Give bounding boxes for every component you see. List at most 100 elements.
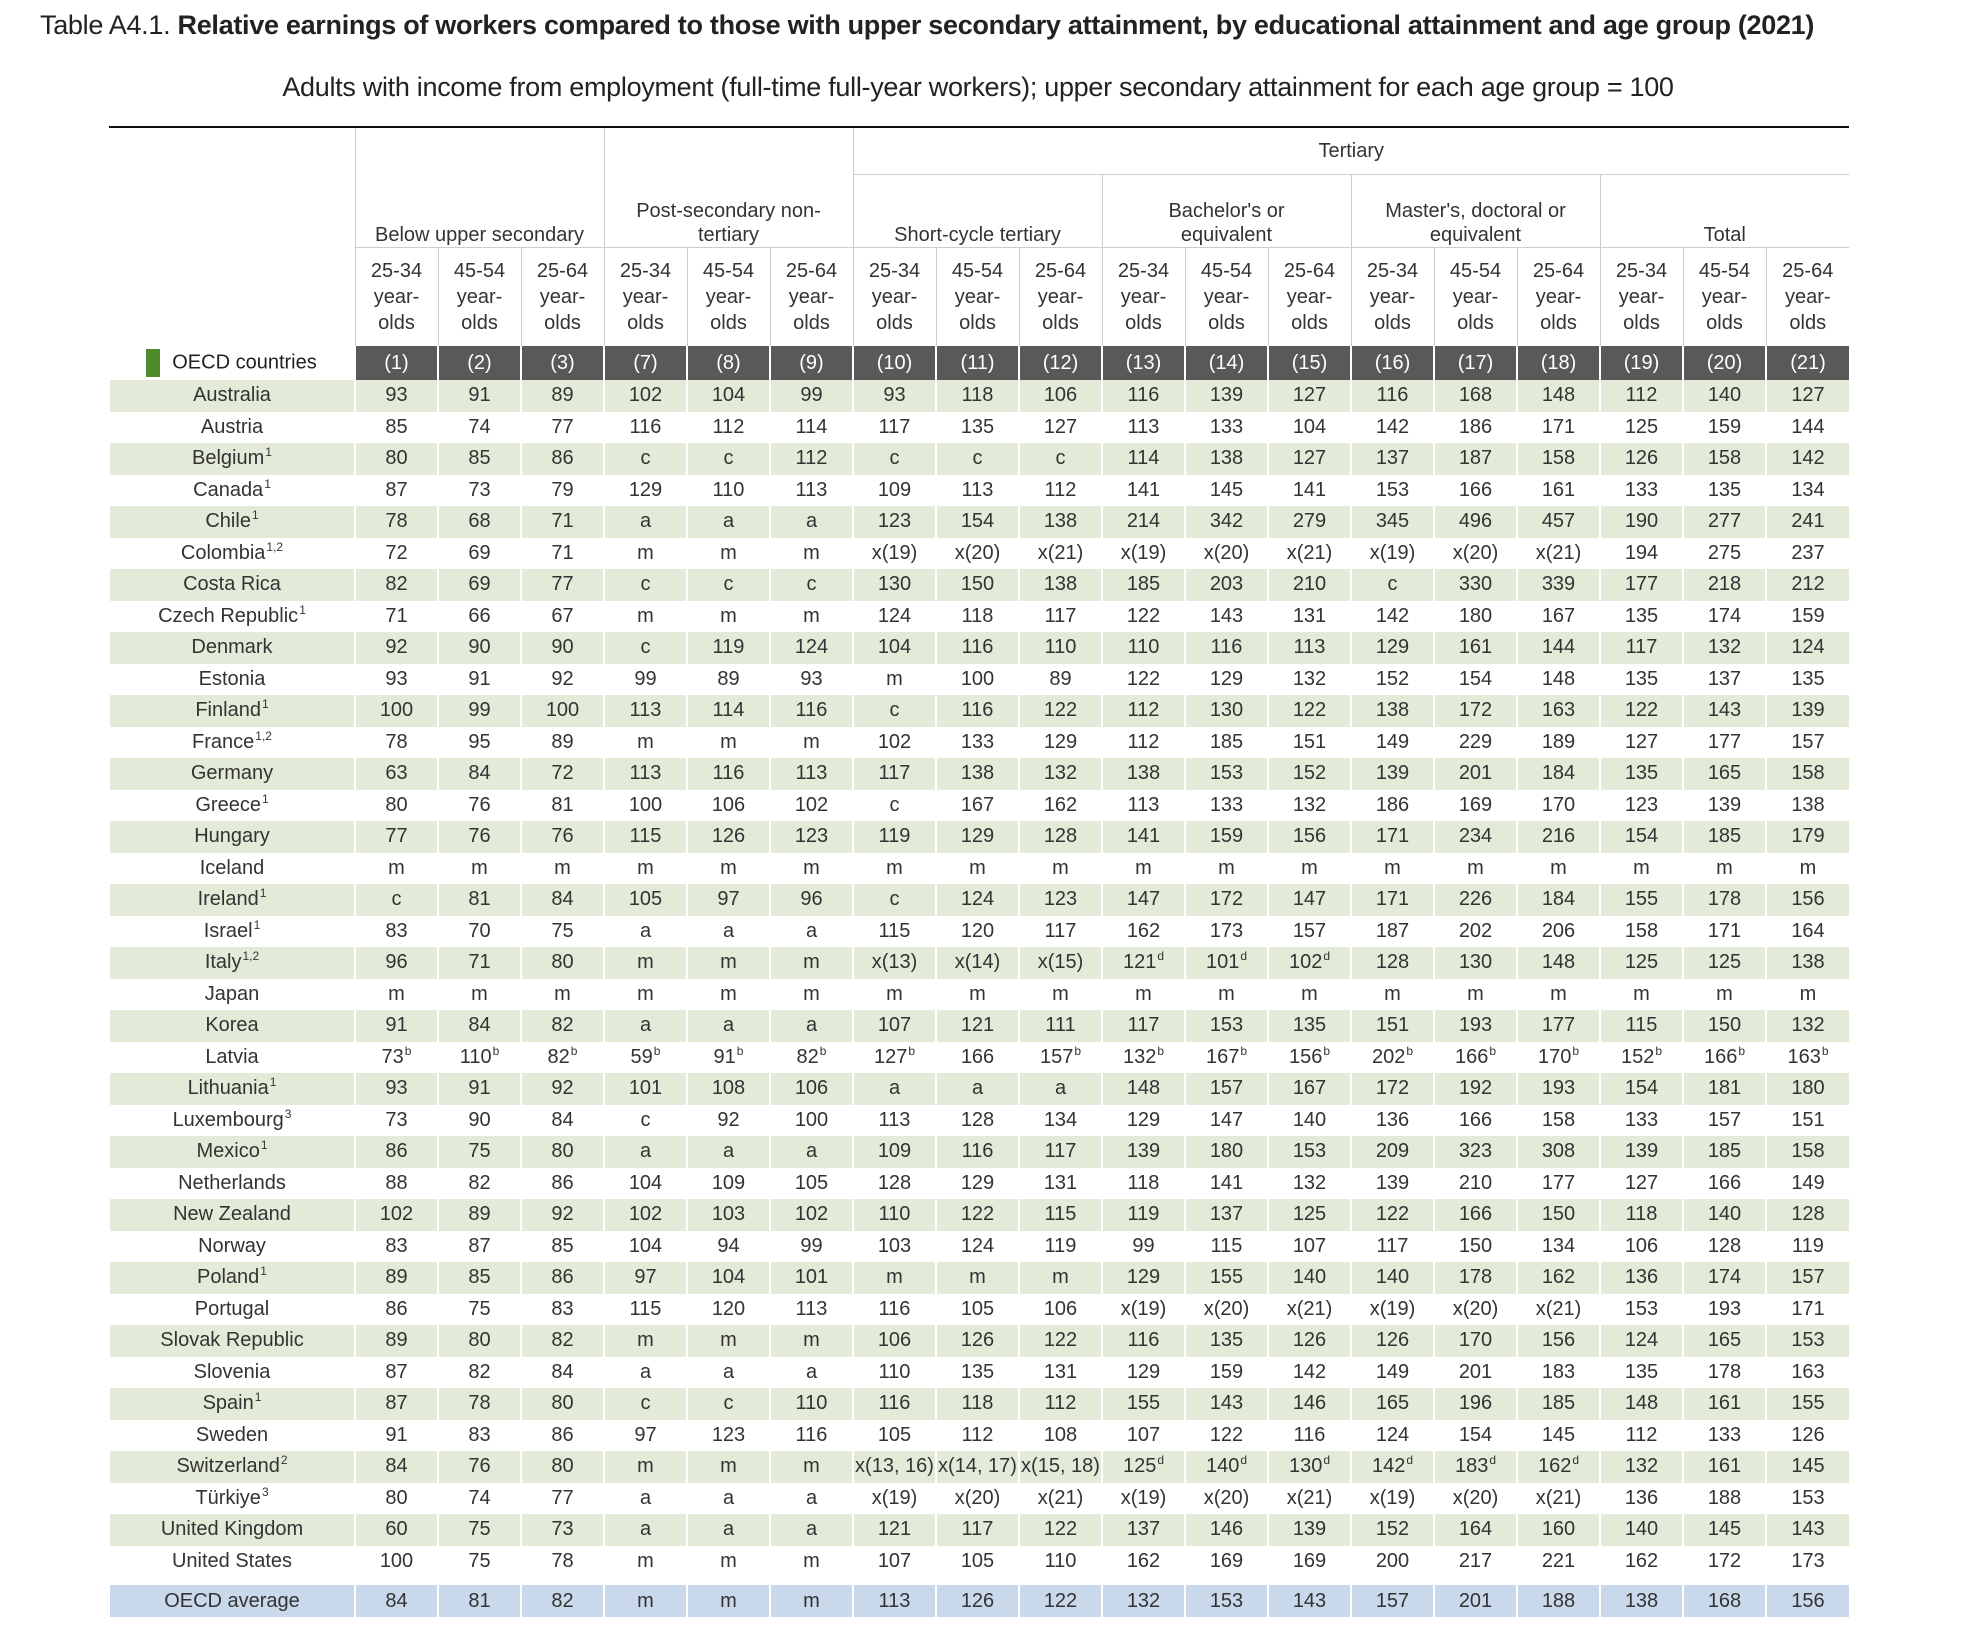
country-note: 1 — [254, 1390, 262, 1405]
cell: x(21) — [1516, 1293, 1600, 1325]
cell: 140 — [1350, 1262, 1434, 1294]
cell: 150 — [935, 569, 1019, 601]
cell: 147 — [1184, 1104, 1268, 1136]
country: OECD average — [108, 1585, 355, 1617]
cell: m — [852, 978, 936, 1010]
cell: 107 — [852, 1010, 936, 1042]
cell: 165 — [1682, 758, 1766, 790]
cell: 85 — [520, 1230, 604, 1262]
cell-value: 121 — [1122, 951, 1157, 974]
cell: 133 — [935, 726, 1019, 758]
cell: 134 — [1018, 1104, 1102, 1136]
cell: 496 — [1433, 506, 1517, 538]
country-note: 1 — [265, 445, 272, 460]
cell: x(19) — [852, 537, 936, 569]
earnings-table: Below upper secondary Post-secondary non-… — [108, 126, 1849, 1617]
cell: 147 — [1267, 884, 1351, 916]
country-name: Colombia — [180, 541, 266, 564]
cell: a — [686, 1514, 770, 1546]
cell: 140 — [1682, 380, 1766, 412]
cell: a — [1018, 1073, 1102, 1105]
cell: 308 — [1516, 1136, 1600, 1168]
cell-note: b — [404, 1043, 412, 1058]
cell: 166b — [1433, 1041, 1517, 1073]
cell: 138 — [1018, 569, 1102, 601]
column-number: (9) — [769, 346, 853, 380]
column-number: (3) — [520, 346, 604, 380]
cell: 130 — [1184, 695, 1268, 727]
cell: 148 — [1516, 947, 1600, 979]
cell: x(19) — [1350, 1482, 1434, 1514]
cell: 139 — [1765, 695, 1849, 727]
cell: 116 — [935, 695, 1019, 727]
cell: 125 — [1599, 947, 1683, 979]
cell: 82 — [520, 1010, 604, 1042]
cell: 82 — [520, 1325, 604, 1357]
cell: 139 — [1350, 1167, 1434, 1199]
cell: 82 — [437, 1167, 521, 1199]
cell: 125 — [1682, 947, 1766, 979]
cell: m — [1433, 852, 1517, 884]
cell: 141 — [1267, 474, 1351, 506]
cell: 171 — [1765, 1293, 1849, 1325]
cell: a — [852, 1073, 936, 1105]
cell: 99 — [1101, 1230, 1185, 1262]
cell-note: b — [1157, 1043, 1165, 1058]
cell: 178 — [1682, 1356, 1766, 1388]
cell-value: 82 — [796, 1045, 819, 1068]
cell: a — [603, 1010, 687, 1042]
cell: 90 — [437, 1104, 521, 1136]
cell-note: d — [1157, 1453, 1165, 1468]
cell: c — [603, 1104, 687, 1136]
cell-note: b — [736, 1043, 744, 1058]
cell: 149 — [1765, 1167, 1849, 1199]
cell-note: d — [1406, 1453, 1414, 1468]
cell: 110 — [852, 1199, 936, 1231]
cell: 125 — [1599, 411, 1683, 443]
cell: c — [1350, 569, 1434, 601]
cell: 69 — [437, 537, 521, 569]
cell: 189 — [1516, 726, 1600, 758]
data-row: Ireland1 c 81 84 105 97 96 c 124 123 147 172 147 171 2… — [108, 884, 1849, 916]
cell: 82b — [769, 1041, 853, 1073]
cell: 100 — [769, 1104, 853, 1136]
cell: 76 — [437, 789, 521, 821]
cell-value: 73 — [381, 1045, 404, 1068]
cell: 117 — [1018, 1136, 1102, 1168]
cell: 158 — [1516, 443, 1600, 475]
cell: 75 — [437, 1136, 521, 1168]
cell: c — [603, 569, 687, 601]
cell: 139 — [1350, 758, 1434, 790]
cell: 169 — [1267, 1545, 1351, 1577]
cell: m — [603, 726, 687, 758]
cell: m — [686, 852, 770, 884]
age-header: 25-64 year-olds — [520, 247, 604, 346]
subgroup-header: Bachelor's or equivalent — [1101, 174, 1351, 248]
cell-value: 152 — [1620, 1045, 1655, 1068]
column-number: (8) — [686, 346, 770, 380]
cell: 143 — [1184, 600, 1268, 632]
cell: 165 — [1682, 1325, 1766, 1357]
cell: 133 — [1599, 474, 1683, 506]
cell: c — [603, 632, 687, 664]
cell: 103 — [852, 1230, 936, 1262]
cell: 158 — [1516, 1104, 1600, 1136]
cell: 113 — [1267, 632, 1351, 664]
cell: 158 — [1765, 758, 1849, 790]
cell: 115 — [852, 915, 936, 947]
cell: 78 — [354, 726, 438, 758]
cell-value: 156 — [1288, 1045, 1323, 1068]
country: Slovak Republic — [108, 1325, 355, 1357]
cell: m — [1516, 978, 1600, 1010]
cell-value: 183 — [1454, 1455, 1489, 1478]
cell: x(19) — [1101, 537, 1185, 569]
cell: m — [1018, 852, 1102, 884]
cell: 122 — [1101, 663, 1185, 695]
cell: 88 — [354, 1167, 438, 1199]
cell: 156 — [1765, 1585, 1849, 1617]
cell: 160 — [1516, 1514, 1600, 1546]
cell: 132 — [1599, 1451, 1683, 1483]
age-header: 25-34 year-olds — [852, 247, 936, 346]
cell: 106 — [852, 1325, 936, 1357]
cell: x(19) — [852, 1482, 936, 1514]
